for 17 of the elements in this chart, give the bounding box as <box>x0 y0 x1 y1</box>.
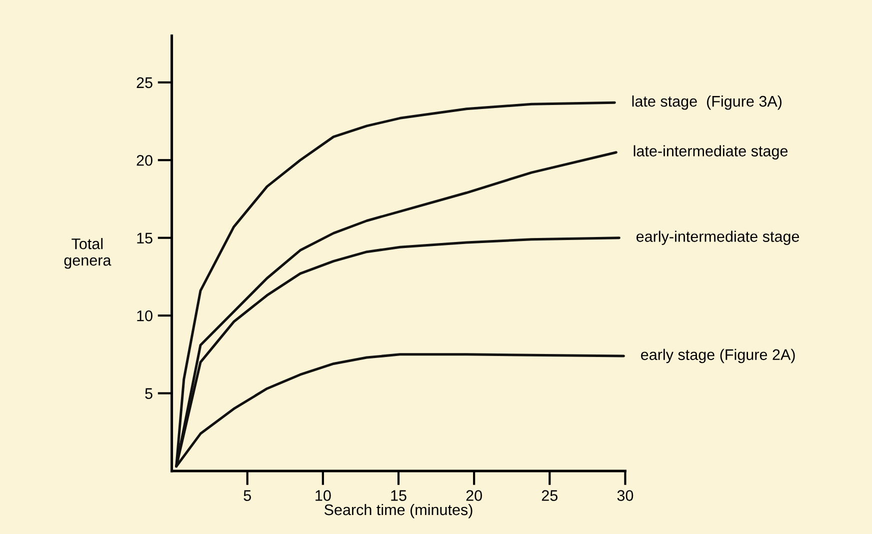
y-tick-label: 20 <box>136 154 152 166</box>
x-tick-label: 30 <box>617 490 634 501</box>
x-tick-label: 20 <box>466 490 482 501</box>
series-label: early-intermediate stage <box>636 230 800 245</box>
y-axis-title: Total genera <box>64 238 112 269</box>
y-tick-label: 5 <box>145 388 152 399</box>
y-tick-label: 10 <box>137 310 152 322</box>
x-tick-label: 25 <box>542 490 558 501</box>
x-tick-label: 15 <box>391 490 406 501</box>
y-tick-label: 25 <box>136 77 152 88</box>
series-label: early stage (Figure 2A) <box>641 348 795 364</box>
x-axis-title: Search time (minutes) <box>324 504 472 518</box>
series-label: late-intermediate stage <box>634 145 788 160</box>
series-label: late stage (Figure 3A) <box>632 95 782 110</box>
x-tick-label: 5 <box>244 490 251 501</box>
x-tick-label: 10 <box>316 490 331 501</box>
y-tick-label: 15 <box>137 232 152 244</box>
